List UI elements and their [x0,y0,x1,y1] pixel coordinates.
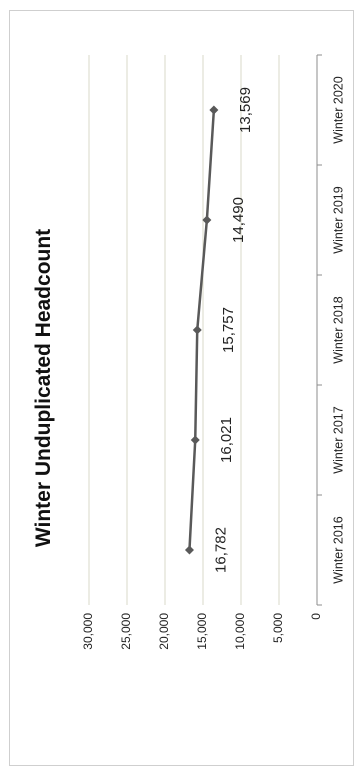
chart-frame [9,10,354,766]
y-tick-label: 20,000 [157,613,171,650]
x-tick-label: Winter 2019 [331,186,345,253]
x-tick-label: Winter 2018 [331,296,345,363]
x-tick-label: Winter 2016 [331,516,345,583]
data-point [209,105,219,115]
y-tick-label: 30,000 [81,613,95,650]
data-point [202,215,212,225]
axes: 0 5,000 10,000 15,000 20,000 25,000 30,000 Wint… [81,54,345,650]
y-tick-label: 15,000 [195,613,209,650]
gridlines [88,55,280,605]
data-label: 16,021 [218,417,235,463]
data-label: 13,569 [237,87,254,133]
data-label: 16,782 [212,527,229,573]
data-label: 15,757 [220,307,237,353]
data-point [190,435,200,445]
y-tick-label: 25,000 [119,613,133,650]
data-label: 14,490 [230,197,247,243]
x-tick-label: Winter 2017 [331,406,345,473]
labels: 16,782 16,021 15,757 14,490 13,569 [212,87,253,573]
data-point [184,545,194,555]
chart-title: Winter Unduplicated Headcount [32,229,55,547]
x-tick-label: Winter 2020 [331,76,345,143]
data-point [192,325,202,335]
y-tick-label: 5,000 [271,613,285,643]
series [184,105,219,555]
y-tick-label: 10,000 [233,613,247,650]
y-tick-label: 0 [309,613,323,620]
